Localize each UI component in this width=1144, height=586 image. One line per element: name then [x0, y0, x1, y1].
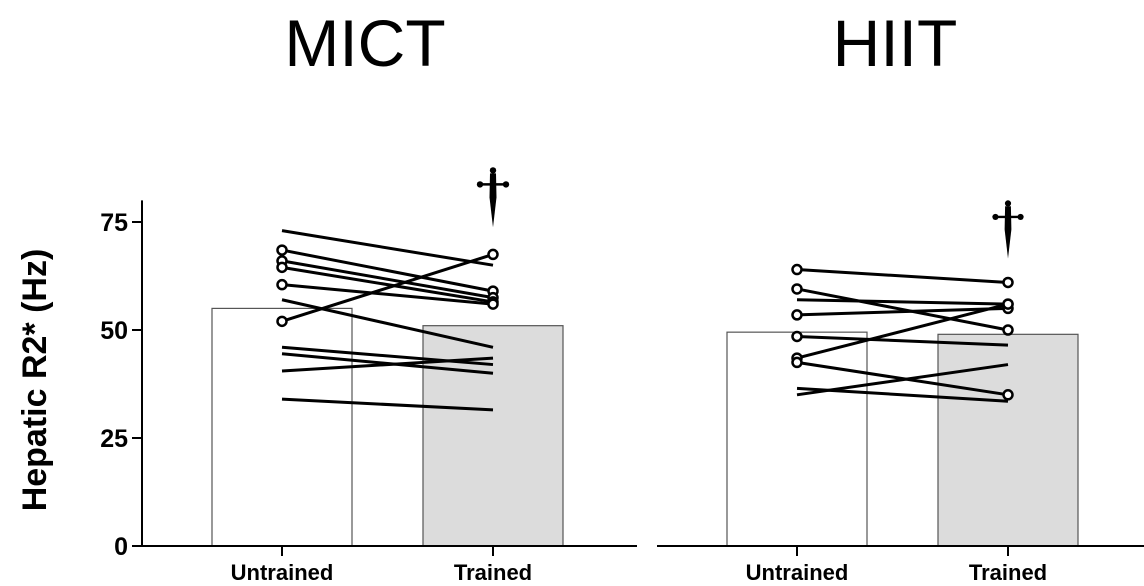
subject-point-untrained — [791, 309, 803, 321]
subject-point-trained — [1002, 276, 1014, 289]
panel-title: HIIT — [833, 6, 958, 80]
x-tick-label: Trained — [454, 560, 532, 585]
subject-point-untrained — [791, 263, 803, 276]
x-tick-label: Untrained — [746, 560, 849, 585]
subject-point-trained — [487, 248, 499, 261]
y-axis-label: Hepatic R2* (Hz) — [16, 249, 54, 512]
dagger-top-knob — [489, 167, 497, 174]
panel-hiit: HIIT Untrained Trained — [657, 6, 1144, 585]
subject-point-untrained — [791, 330, 803, 343]
x-tick-label: Untrained — [231, 560, 334, 585]
y-tick-label: 50 — [100, 317, 128, 345]
y-tick-label: 25 — [100, 425, 128, 453]
subject-point-untrained — [276, 315, 288, 328]
dagger-left-knob — [476, 181, 484, 188]
subject-line — [796, 298, 1009, 306]
significance-dagger — [476, 167, 510, 228]
subject-line — [281, 397, 494, 412]
subject-point-trained — [1002, 324, 1014, 336]
dagger-right-knob — [1017, 213, 1024, 221]
subject-point-untrained — [791, 283, 803, 295]
subject-line — [281, 265, 494, 304]
bar-trained — [937, 333, 1079, 547]
subject-point-trained — [1002, 389, 1014, 401]
dagger-blade — [1004, 206, 1012, 259]
subject-line — [796, 268, 1009, 284]
subject-line — [796, 306, 1009, 317]
subject-line — [796, 302, 1009, 360]
panel-title: MICT — [284, 6, 445, 80]
subject-point-untrained — [276, 278, 288, 291]
subject-point-untrained — [791, 356, 803, 369]
subject-point-untrained — [276, 261, 288, 274]
bar-untrained — [211, 307, 353, 547]
dagger-right-knob — [502, 181, 510, 188]
subject-line — [281, 248, 494, 293]
x-tick-label: Trained — [969, 560, 1047, 585]
subject-line — [281, 283, 494, 306]
dagger-blade — [489, 173, 497, 228]
subject-line — [796, 334, 1009, 347]
panels: MICT Untrained Trained 0 25 50 75 HIIT Untrained… — [100, 6, 1144, 585]
subject-line — [281, 252, 494, 323]
panel-mict: MICT Untrained Trained 0 25 50 75 — [100, 6, 637, 585]
y-tick-label: 0 — [114, 533, 128, 561]
subject-point-trained — [487, 298, 499, 310]
significance-dagger — [992, 200, 1024, 259]
dagger-left-knob — [992, 213, 999, 221]
subject-line — [796, 287, 1009, 332]
subject-line — [281, 298, 494, 349]
y-tick-label: 75 — [100, 209, 128, 237]
subject-point-untrained — [276, 244, 288, 256]
subject-line — [281, 229, 494, 267]
subject-point-trained — [1002, 298, 1014, 310]
subject-line — [281, 259, 494, 300]
dagger-top-knob — [1004, 200, 1012, 207]
subject-line — [281, 356, 494, 373]
subject-line — [796, 363, 1009, 397]
